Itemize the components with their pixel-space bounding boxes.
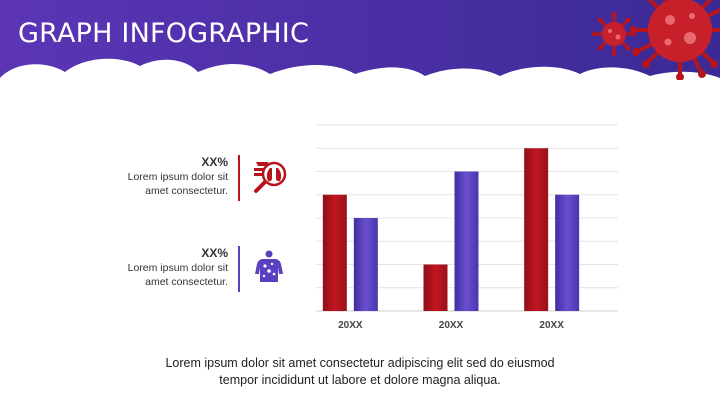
lungs-magnifier-icon (254, 161, 287, 193)
x-tick-label: 20XX (338, 320, 363, 331)
footer-line: Lorem ipsum dolor sit amet consectetur a… (165, 356, 555, 370)
bar-chart: 20XX 20XX 20XX (316, 124, 618, 331)
footer-text: Lorem ipsum dolor sit amet consectetur a… (0, 355, 720, 389)
legend-text: Lorem ipsum dolor sit amet consectetur. (127, 171, 228, 197)
virus-large-icon (630, 0, 720, 80)
bar (423, 264, 448, 311)
bar (555, 194, 580, 311)
bar (353, 218, 378, 311)
legend-value: XX% (201, 155, 228, 169)
virus-icon (592, 12, 636, 56)
x-tick-label: 20XX (439, 320, 464, 331)
bar (322, 194, 347, 311)
footer-line: tempor incididunt ut labore et dolore ma… (219, 373, 501, 387)
bar (454, 171, 479, 311)
x-tick-label: 20XX (539, 320, 564, 331)
body-virus-icon (255, 250, 283, 282)
bar (524, 148, 549, 311)
legend-divider (238, 246, 240, 292)
legend-item: XX% Lorem ipsum dolor sit amet consectet… (78, 246, 228, 292)
legend-text: Lorem ipsum dolor sit amet consectetur. (127, 262, 228, 288)
legend-value: XX% (201, 246, 228, 260)
legend-divider (238, 155, 240, 201)
legend-item: XX% Lorem ipsum dolor sit amet consectet… (78, 155, 228, 201)
page-title: GRAPH INFOGRAPHIC (18, 18, 310, 49)
